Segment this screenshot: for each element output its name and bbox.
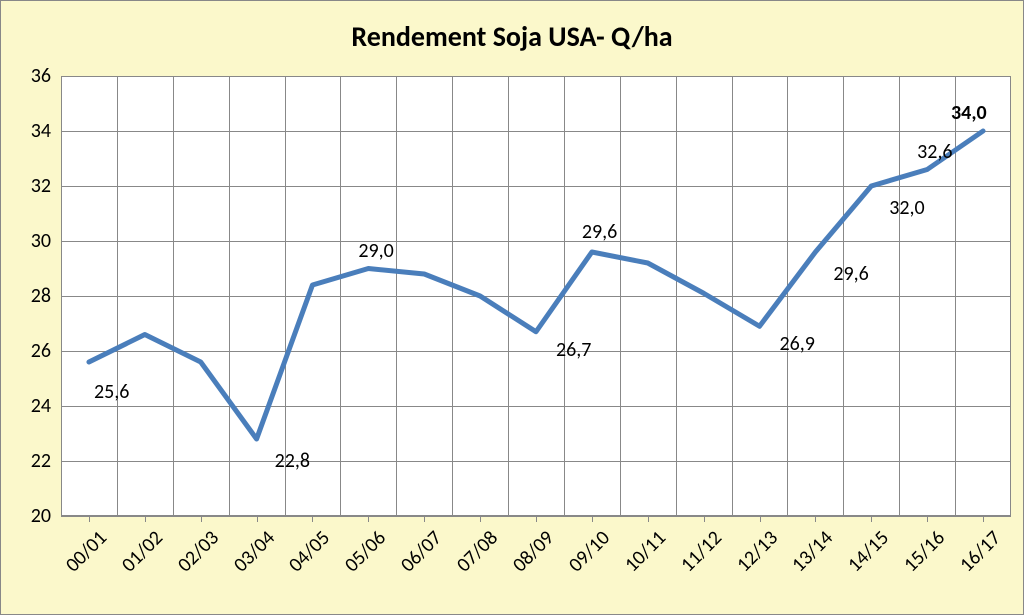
data-label: 22,8 [275,449,310,473]
x-tick-label: 16/17 [955,526,1006,577]
x-tick-label: 15/16 [899,526,950,577]
y-tick-label: 26 [21,339,51,363]
x-tick-label: 01/02 [117,526,168,577]
x-tick [257,516,258,522]
y-tick-label: 28 [21,284,51,308]
chart-title: Rendement Soja USA- Q/ha [1,19,1023,54]
x-tick-label: 05/06 [340,526,391,577]
x-tick [201,516,202,522]
y-tick-label: 24 [21,394,51,418]
x-tick [592,516,593,522]
line-series [61,76,1011,516]
x-tick [312,516,313,522]
x-tick-label: 06/07 [396,526,447,577]
x-tick [145,516,146,522]
data-label: 26,7 [556,338,591,362]
data-label: 32,6 [917,140,952,164]
x-tick [424,516,425,522]
x-tick [983,516,984,522]
x-tick-label: 14/15 [843,526,894,577]
x-tick-label: 09/10 [564,526,615,577]
x-tick-label: 02/03 [173,526,224,577]
y-tick-label: 34 [21,119,51,143]
x-tick-label: 13/14 [787,526,838,577]
x-tick-label: 00/01 [61,526,112,577]
x-tick [648,516,649,522]
x-tick [480,516,481,522]
x-tick [368,516,369,522]
x-tick [760,516,761,522]
x-tick [89,516,90,522]
x-tick-label: 10/11 [620,526,671,577]
data-label: 29,0 [358,239,393,263]
data-label: 34,0 [951,101,987,125]
x-tick-label: 03/04 [228,526,279,577]
x-tick-label: 08/09 [508,526,559,577]
data-label: 26,9 [780,332,815,356]
data-label: 29,6 [833,262,868,286]
x-tick [871,516,872,522]
data-label: 29,6 [582,220,617,244]
x-tick-label: 07/08 [452,526,503,577]
y-tick-label: 36 [21,64,51,88]
y-tick-label: 22 [21,449,51,473]
y-tick-label: 30 [21,229,51,253]
y-tick-label: 32 [21,174,51,198]
x-tick-label: 04/05 [284,526,335,577]
plot-area: 25,6 22,8 29,0 26,7 29,6 26,9 29,6 32,0 32,6 34,0 [61,76,1011,516]
x-tick [927,516,928,522]
x-tick-label: 11/12 [676,526,727,577]
x-tick-label: 12/13 [731,526,782,577]
x-tick [815,516,816,522]
chart-container: Rendement Soja USA- Q/ha 25,6 22,8 29,0 26,… [0,0,1024,615]
y-tick-label: 20 [21,504,51,528]
data-label: 25,6 [94,380,129,404]
data-label: 32,0 [889,196,924,220]
x-tick [536,516,537,522]
x-tick [704,516,705,522]
